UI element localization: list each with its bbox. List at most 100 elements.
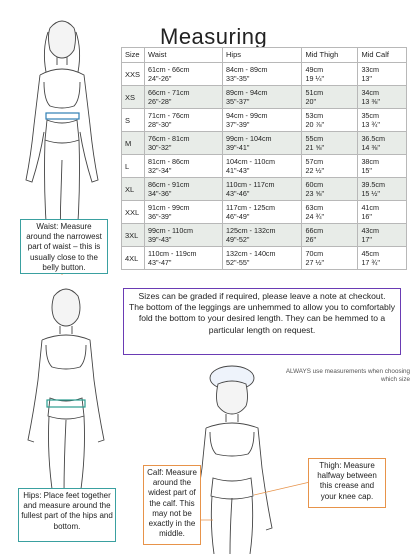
size-cell: XXS <box>121 62 145 86</box>
thigh-cell: 66cm 26" <box>301 223 359 247</box>
waist-cell-line: 36"-39" <box>148 212 172 221</box>
calf-cell: 33cm 13" <box>357 62 407 86</box>
calf-cell-line: 13 ⅜" <box>361 97 380 106</box>
hips-cell-line: 84cm - 89cm <box>225 65 268 74</box>
thigh-cell-line: 23 ⅝" <box>305 189 325 198</box>
size-cell-line: XXS <box>125 69 141 79</box>
calf-cell: 35cm 13 ¾" <box>357 108 407 132</box>
hips-cell-line: 52"-55" <box>225 258 250 267</box>
calf-cell-line: 13" <box>361 74 372 83</box>
size-cell: XS <box>121 85 145 109</box>
thigh-cell-line: 53cm <box>305 111 324 120</box>
hips-callout: Hips: Place feet together and measure ar… <box>18 488 116 542</box>
calf-cell-line: 34cm <box>361 88 380 97</box>
page-title: Measuring <box>160 24 268 49</box>
waist-cell-line: 26"-28" <box>148 97 172 106</box>
thigh-cell-line: 51cm <box>305 88 324 97</box>
calf-cell-line: 35cm <box>361 111 380 120</box>
hips-cell: 104cm - 110cm 41"-43" <box>221 154 303 178</box>
thigh-leader-line <box>253 481 311 496</box>
size-cell: 3XL <box>121 223 145 247</box>
calf-callout: Calf: Measure around the widest part of … <box>143 465 201 545</box>
hips-cell-line: 49"-52" <box>225 235 250 244</box>
waist-cell-line: 61cm - 66cm <box>148 65 190 74</box>
calf-cell-line: 13 ¾" <box>361 120 380 129</box>
calf-cell-line: 33cm <box>361 65 380 74</box>
table-row: XS 66cm - 71cm 26"-28" 89cm - 94cm 35"-37" 51… <box>121 85 407 109</box>
waist-cell-line: 86cm - 91cm <box>148 180 190 189</box>
calf-cell-line: 14 ⅜" <box>361 143 380 152</box>
waist-cell: 71cm - 76cm 28"-30" <box>144 108 223 132</box>
table-row: 3XL 99cm - 110cm 39"-43" 125cm - 132cm 49"-5… <box>121 223 407 247</box>
thigh-cell: 57cm 22 ½" <box>301 154 359 178</box>
calf-cell: 34cm 13 ⅜" <box>357 85 407 109</box>
size-cell-line: XXL <box>125 207 140 217</box>
waist-cell-line: 28"-30" <box>148 120 172 129</box>
calf-cell: 43cm 17" <box>357 223 407 247</box>
hips-figure <box>27 288 105 497</box>
waist-cell-line: 43"-47" <box>148 258 172 267</box>
calf-cell-line: 36.5cm <box>361 134 386 143</box>
calf-cell: 38cm 15" <box>357 154 407 178</box>
hips-cell-line: 89cm - 94cm <box>225 88 268 97</box>
thigh-cell-line: 57cm <box>305 157 324 166</box>
always-note: ALWAYS use measurements when choosing wh… <box>285 368 410 383</box>
hips-cell: 94cm - 99cm 37"-39" <box>221 108 303 132</box>
size-cell-line: XL <box>125 184 135 194</box>
size-cell: 4XL <box>121 246 145 270</box>
waist-cell-line: 91cm - 99cm <box>148 203 190 212</box>
hips-cell-line: 33"-35" <box>225 74 250 83</box>
waist-measure-band <box>45 112 80 120</box>
table-row: XXL 91cm - 99cm 36"-39" 117cm - 125cm 46"-49… <box>121 200 407 224</box>
waist-cell-line: 76cm - 81cm <box>148 134 190 143</box>
note-line-2: The bottom of the leggings are unhemmed … <box>128 302 396 335</box>
thigh-cell-line: 63cm <box>305 203 324 212</box>
waist-callout: Waist: Measure around the narrowest part… <box>20 219 108 274</box>
waist-cell: 86cm - 91cm 34"-36" <box>144 177 223 201</box>
thigh-cell-line: 20" <box>305 97 317 106</box>
table-row: S 71cm - 76cm 28"-30" 94cm - 99cm 37"-39" 53c… <box>121 108 407 132</box>
waist-cell: 61cm - 66cm 24"-26" <box>144 62 223 86</box>
size-cell: M <box>121 131 145 155</box>
waist-cell: 76cm - 81cm 30"-32" <box>144 131 223 155</box>
size-cell: XXL <box>121 200 145 224</box>
hips-cell: 89cm - 94cm 35"-37" <box>221 85 303 109</box>
waist-cell: 99cm - 110cm 39"-43" <box>144 223 223 247</box>
thigh-cell-line: 26" <box>305 235 317 244</box>
hips-cell-line: 104cm - 110cm <box>225 157 275 166</box>
hips-cell-line: 41"-43" <box>225 166 250 175</box>
waist-cell-line: 39"-43" <box>148 235 172 244</box>
waist-cell-line: 34"-36" <box>148 189 172 198</box>
hips-cell-line: 43"-46" <box>225 189 250 198</box>
thigh-cell: 53cm 20 ⅞" <box>301 108 359 132</box>
calf-cell: 39.5cm 15 ½" <box>357 177 407 201</box>
waist-cell-line: 24"-26" <box>148 74 172 83</box>
hips-cell-line: 99cm - 104cm <box>225 134 272 143</box>
waist-cell-line: 81cm - 86cm <box>148 157 190 166</box>
thigh-cell-line: 22 ½" <box>305 166 325 175</box>
table-row: 4XL 110cm - 119cm 43"-47" 132cm - 140cm 52"-… <box>121 246 407 270</box>
calf-cell-line: 17 ¾" <box>361 258 380 267</box>
waist-cell: 66cm - 71cm 26"-28" <box>144 85 223 109</box>
table-row: XXS 61cm - 66cm 24"-26" 84cm - 89cm 33"-35" 4… <box>121 62 407 86</box>
calf-cell: 36.5cm 14 ⅜" <box>357 131 407 155</box>
hips-cell-line: 125cm - 132cm <box>225 226 276 235</box>
size-cell: S <box>121 108 145 132</box>
calf-cell-line: 39.5cm <box>361 180 386 189</box>
hips-cell-line: 110cm - 117cm <box>225 180 275 189</box>
size-cell-line: 4XL <box>125 253 139 263</box>
thigh-cell: 49cm 19 ¼" <box>301 62 359 86</box>
thigh-cell: 60cm 23 ⅝" <box>301 177 359 201</box>
thigh-cell-line: 20 ⅞" <box>305 120 325 129</box>
hips-cell: 132cm - 140cm 52"-55" <box>221 246 303 270</box>
thigh-callout: Thigh: Measure halfway between this crea… <box>308 458 386 508</box>
table-row: XL 86cm - 91cm 34"-36" 110cm - 117cm 43"-46"… <box>121 177 407 201</box>
header-mid-calf: Mid Calf <box>357 47 407 63</box>
waist-cell-line: 32"-34" <box>148 166 172 175</box>
calf-cell-line: 38cm <box>361 157 380 166</box>
header-waist: Waist <box>144 47 223 63</box>
thigh-cell-line: 19 ¼" <box>305 74 325 83</box>
size-chart-table: Size Waist Hips Mid Thigh Mid Calf XXS 61… <box>121 47 407 270</box>
sizing-note: Sizes can be graded if required, please … <box>123 288 401 355</box>
waist-cell: 110cm - 119cm 43"-47" <box>144 246 223 270</box>
